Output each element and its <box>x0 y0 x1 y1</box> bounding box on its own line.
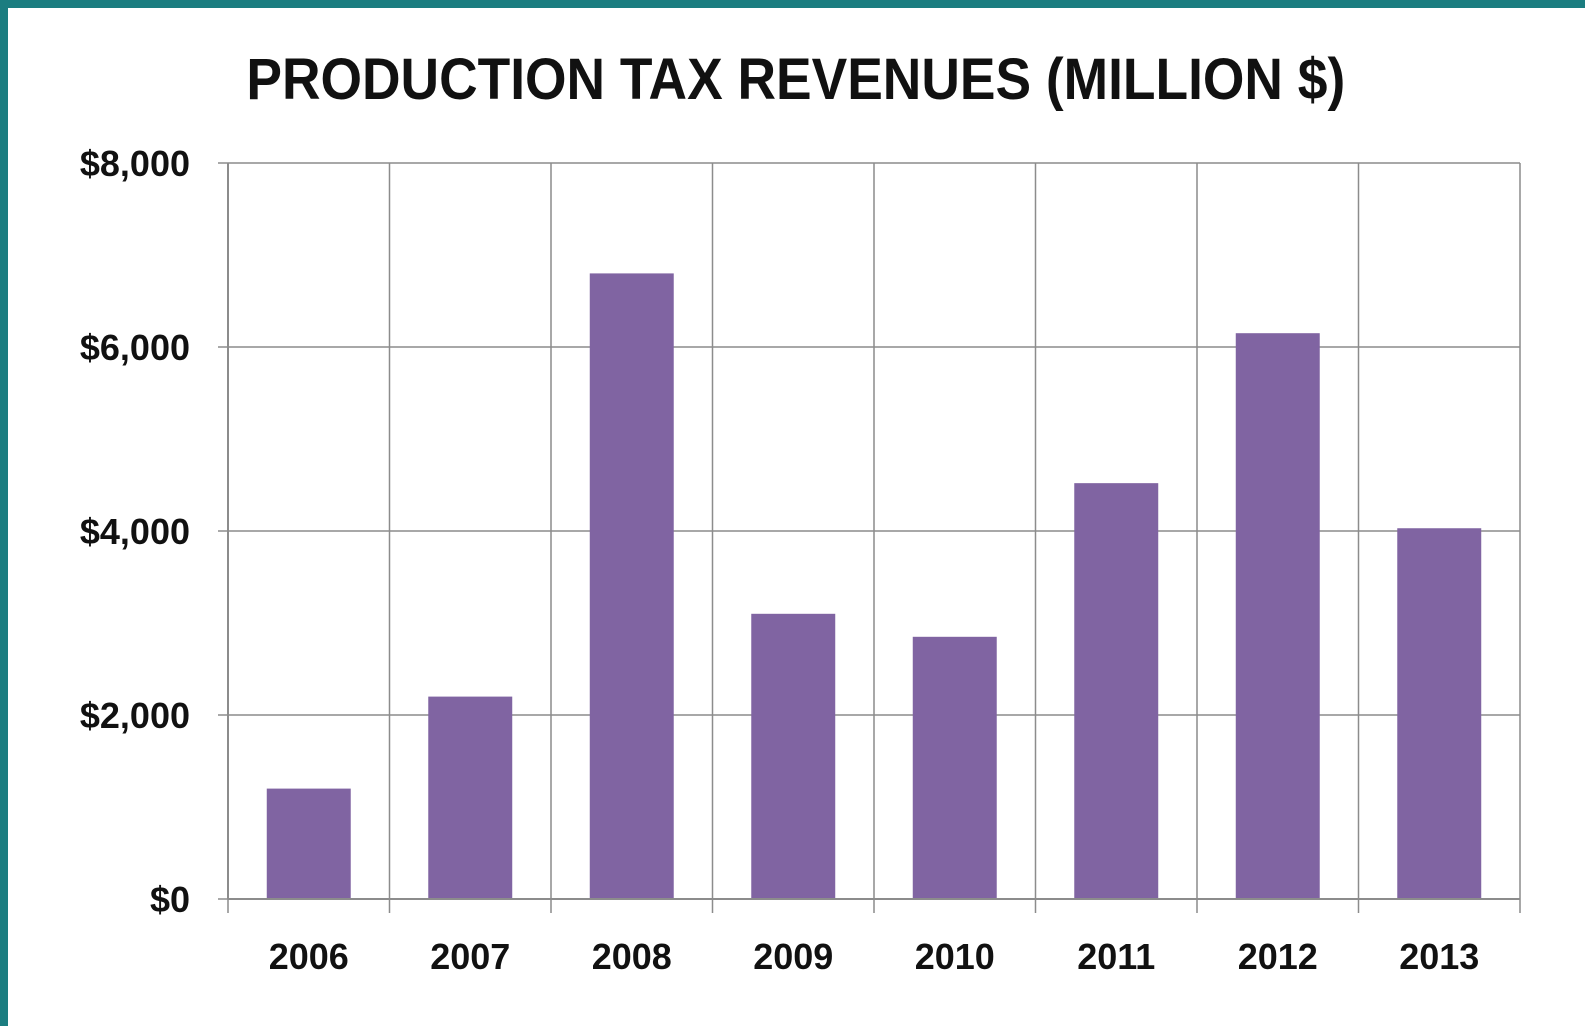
grid-lines <box>227 162 1521 913</box>
bar-2013 <box>1397 528 1482 899</box>
x-tick-label: 2007 <box>430 936 510 977</box>
x-tick-label: 2012 <box>1238 936 1318 977</box>
x-tick-label: 2009 <box>753 936 833 977</box>
chart-title: PRODUCTION TAX REVENUES (MILLION $) <box>246 47 1346 112</box>
bar-chart: $0$2,000$4,000$6,000$8,000 2006 2007 2008 2… <box>80 143 1521 977</box>
bars <box>266 273 1482 899</box>
x-tick-label: 2010 <box>915 936 995 977</box>
y-tick-label: $6,000 <box>80 327 190 368</box>
bar-2009 <box>751 613 836 899</box>
bar-2006 <box>266 788 351 899</box>
x-tick-label: 2008 <box>592 936 672 977</box>
y-tick-label: $4,000 <box>80 511 190 552</box>
bar-2011 <box>1074 483 1159 899</box>
chart-frame: PRODUCTION TAX REVENUES (MILLION $) $0 $2… <box>8 8 1585 1026</box>
x-tick-label: 2006 <box>269 936 349 977</box>
y-axis-tick-labels: $0 $2,000 $4,000 $6,000 $8,000 <box>80 143 190 920</box>
bar-2007 <box>428 696 513 899</box>
x-tick-label: 2011 <box>1077 936 1155 977</box>
bar-2012 <box>1235 333 1320 899</box>
y-tick-label: $8,000 <box>80 143 190 184</box>
y-tick-label: $2,000 <box>80 695 190 736</box>
x-tick-label: 2013 <box>1399 936 1479 977</box>
bar-2010 <box>912 636 997 899</box>
bar-2008 <box>589 273 674 899</box>
x-axis-tick-labels: 2006 2007 2008 2009 2010 2011 2012 2013 <box>269 936 1480 977</box>
y-tick-label: $0 <box>150 879 190 920</box>
axes <box>218 162 1520 900</box>
